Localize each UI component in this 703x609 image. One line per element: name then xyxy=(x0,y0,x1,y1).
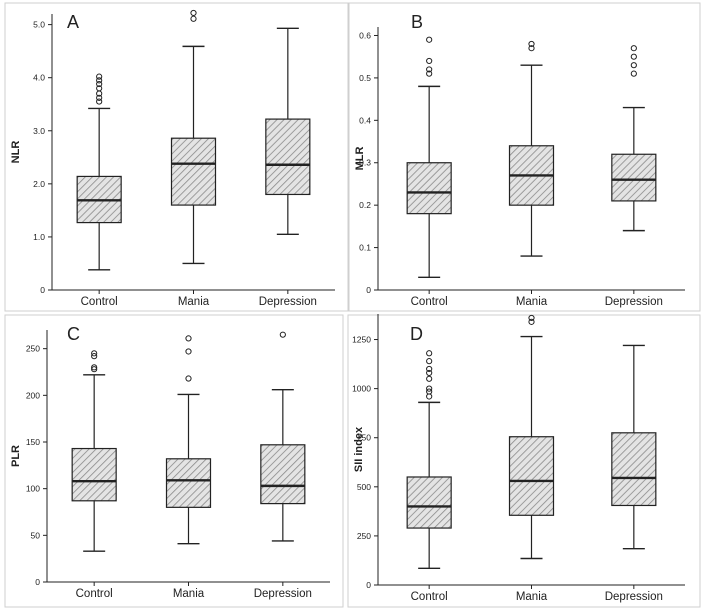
panel-b-outlier-depression xyxy=(630,53,637,60)
panel-d-box-mania xyxy=(508,436,555,516)
panel-b: B MLR 0 0.1 0.2 0.3 0.4 0.5 0.6 Control Mania Dep… xyxy=(348,2,701,312)
panel-b-y-tick-label: 0.5 xyxy=(359,73,371,83)
panel-b-y-tick-label: 0.4 xyxy=(359,115,371,125)
panel-b-y-axis-title: MLR xyxy=(354,147,366,171)
panel-a-outlier-control xyxy=(96,98,103,105)
panel-d: D SII index 0 250 500 750 1000 1250 Control Man… xyxy=(347,314,701,608)
panel-b-frame xyxy=(348,2,701,312)
panel-a-box-mania xyxy=(170,137,217,206)
panel-c-box-depression xyxy=(260,444,306,505)
panel-d-outlier-control xyxy=(426,358,433,365)
panel-b-category-label-mania: Mania xyxy=(516,296,548,308)
panel-c-outlier-depression xyxy=(279,331,286,338)
panel-b-category-label-control: Control xyxy=(411,296,448,308)
panel-a-outlier-control xyxy=(96,94,103,101)
panel-d-box-depression xyxy=(611,432,657,507)
panel-c-box-control xyxy=(71,447,117,502)
panel-b-outlier-control xyxy=(426,70,433,77)
panel-b-outlier-control xyxy=(426,66,433,73)
panel-b-label: B xyxy=(411,12,423,32)
panel-c-outlier-control xyxy=(91,366,98,373)
panel-a-y-axis-title: NLR xyxy=(10,141,22,164)
panel-c-y-tick-label: 250 xyxy=(26,344,40,354)
panel-a-outlier-control xyxy=(96,77,103,84)
panel-a-outlier-mania xyxy=(190,9,197,17)
panel-b-outlier-mania xyxy=(528,40,535,48)
panel-c-category-label-depression: Depression xyxy=(254,588,312,600)
panel-a-outlier-control xyxy=(96,80,103,88)
panel-b-outlier-control xyxy=(426,57,433,65)
panel-d-outlier-control xyxy=(426,385,433,392)
panel-d-category-label-mania: Mania xyxy=(516,591,548,603)
panel-c-category-label-mania: Mania xyxy=(173,588,205,600)
panel-d-label: D xyxy=(410,324,423,344)
panel-b-y-tick-label: 0.3 xyxy=(359,158,371,168)
panel-c-outlier-mania xyxy=(185,348,192,355)
panel-c-outlier-mania xyxy=(185,335,192,342)
panel-d-category-label-depression: Depression xyxy=(605,591,663,603)
panel-a-outlier-mania xyxy=(190,15,197,22)
panel-d-outlier-control xyxy=(426,365,433,373)
panel-a-y-tick-label: 1.0 xyxy=(33,232,45,242)
panel-c-y-tick-label: 150 xyxy=(26,437,40,447)
panel-c-y-tick-label: 100 xyxy=(26,484,40,494)
panel-c-y-tick-label: 200 xyxy=(26,390,40,400)
panel-d-y-tick-label: 1000 xyxy=(352,384,371,394)
panel-d-y-tick-label: 250 xyxy=(357,531,371,541)
panel-d-outlier-control xyxy=(426,388,433,395)
panel-d-outlier-control xyxy=(426,369,433,377)
panel-a-y-tick-label: 2.0 xyxy=(33,179,45,189)
panel-b-category-label-depression: Depression xyxy=(605,296,663,308)
panel-a-label: A xyxy=(67,12,79,32)
panel-a-outlier-control xyxy=(96,85,103,92)
panel-d-y-tick-label: 750 xyxy=(357,433,371,443)
panel-d-y-tick-label: 1250 xyxy=(352,335,371,345)
panel-b-outlier-control xyxy=(426,36,433,43)
panel-b-y-tick-label: 0.1 xyxy=(359,243,371,253)
panel-c-outlier-control xyxy=(91,350,98,357)
panel-a-y-tick-label: 0 xyxy=(40,285,45,295)
panel-c-label: C xyxy=(67,324,80,344)
panel-b-outlier-depression xyxy=(630,45,637,52)
panel-b-y-tick-label: 0 xyxy=(366,285,371,295)
panel-d-category-label-control: Control xyxy=(411,591,448,603)
panel-b-outlier-depression xyxy=(630,70,637,77)
panel-c-outlier-control xyxy=(91,353,98,360)
panel-a-y-tick-label: 3.0 xyxy=(33,126,45,136)
panel-d-outlier-mania xyxy=(528,314,535,322)
panel-b-outlier-depression xyxy=(630,62,637,69)
panel-b-y-tick-label: 0.2 xyxy=(359,200,371,210)
panel-c-y-tick-label: 50 xyxy=(31,530,41,540)
panel-b-outlier-mania xyxy=(528,45,535,52)
panel-a-y-tick-label: 4.0 xyxy=(33,73,45,83)
panel-d-y-tick-label: 500 xyxy=(357,482,371,492)
panel-b-y-tick-label: 0.6 xyxy=(359,30,371,40)
panel-c: C PLR 0 50 100 150 200 250 Control Mania Depress… xyxy=(4,314,344,608)
panel-b-box-depression xyxy=(611,153,657,202)
panel-d-frame xyxy=(347,314,701,608)
panel-d-outlier-control xyxy=(426,375,433,382)
panel-d-y-axis-title: SII index xyxy=(353,426,365,472)
panel-c-y-tick-label: 0 xyxy=(35,577,40,587)
panel-c-outlier-mania xyxy=(185,375,192,382)
panel-a-box-depression xyxy=(265,118,311,196)
panel-d-outlier-control xyxy=(426,350,433,357)
panel-a-frame xyxy=(4,2,349,312)
panel-c-frame xyxy=(4,314,344,608)
panel-c-y-axis-title: PLR xyxy=(10,445,22,467)
panel-c-box-mania xyxy=(165,458,212,508)
panel-d-outlier-mania xyxy=(528,318,535,325)
panel-d-y-tick-label: 0 xyxy=(366,580,371,590)
panel-a-outlier-control xyxy=(96,73,103,80)
panel-a-y-tick-label: 5.0 xyxy=(33,20,45,30)
panel-a-category-label-mania: Mania xyxy=(178,296,210,308)
panel-a: A NLR 0 1.0 2.0 3.0 4.0 5.0 Control Mania Depres… xyxy=(4,2,349,312)
panel-c-outlier-control xyxy=(91,364,98,371)
panel-d-box-control xyxy=(406,476,452,529)
panel-a-category-label-control: Control xyxy=(81,296,118,308)
panel-b-box-control xyxy=(406,162,452,215)
panel-c-category-label-control: Control xyxy=(76,588,113,600)
panel-a-category-label-depression: Depression xyxy=(259,296,317,308)
